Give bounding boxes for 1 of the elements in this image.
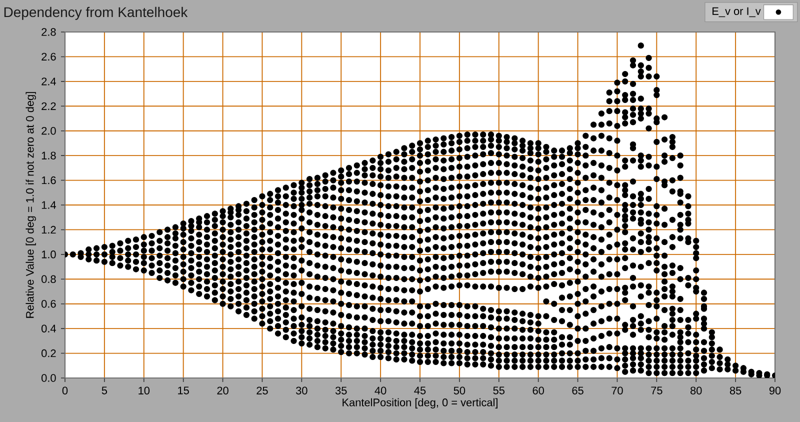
x-tick-label: 90 (769, 386, 781, 394)
